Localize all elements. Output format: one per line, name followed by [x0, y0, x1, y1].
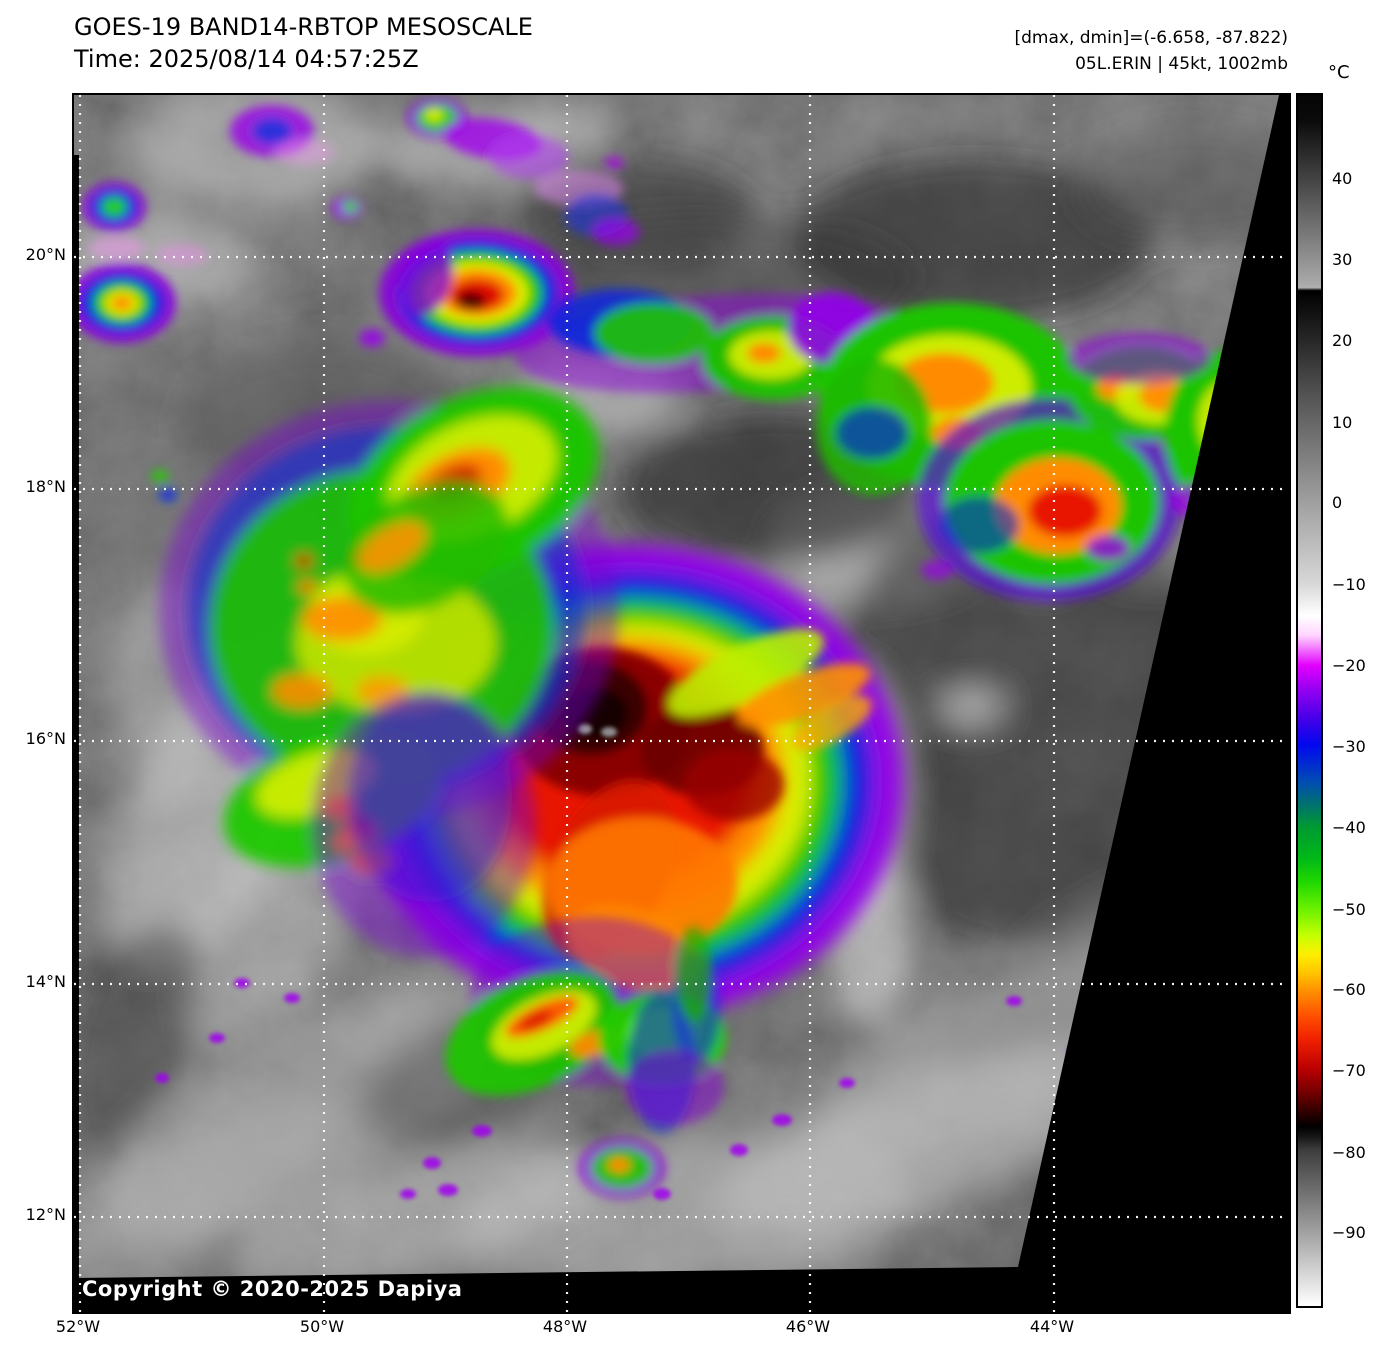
storm-annotation: 05L.ERIN | 45kt, 1002mb	[1075, 54, 1288, 74]
copyright-watermark: Copyright © 2020-2025 Dapiya	[82, 1277, 463, 1301]
colorbar-unit-label: °C	[1328, 62, 1350, 83]
colorbar-tick-label: −40	[1332, 818, 1366, 838]
lon-tick-label: 44°W	[1029, 1317, 1075, 1336]
left-edge-sliver	[74, 155, 79, 1278]
colorbar-tick-label: 30	[1332, 249, 1353, 269]
lon-tick-label: 50°W	[299, 1317, 345, 1336]
colorbar-tick-label: −80	[1332, 1143, 1366, 1162]
colorbar-tick-label: 10	[1332, 412, 1353, 432]
lon-tick-label: 48°W	[542, 1317, 588, 1336]
colorbar	[1296, 93, 1323, 1308]
colorbar-tick-label: −20	[1332, 656, 1366, 676]
dmax-dmin-annotation: [dmax, dmin]=(-6.658, -87.822)	[1014, 28, 1289, 48]
northwest-band	[159, 387, 619, 957]
northeast-band	[514, 289, 1289, 602]
colorbar-tick-label: −30	[1332, 736, 1366, 756]
lat-tick-label: 14°N	[25, 972, 66, 991]
colorbar-tick-label: 40	[1332, 169, 1353, 189]
page-title: GOES-19 BAND14-RBTOP MESOSCALE	[74, 13, 533, 41]
timestamp: Time: 2025/08/14 04:57:25Z	[74, 45, 419, 73]
lon-tick-label: 46°W	[785, 1317, 831, 1336]
northwest-cells	[74, 98, 640, 501]
colorbar-tick-label: 0	[1332, 493, 1343, 513]
lat-tick-label: 16°N	[25, 729, 66, 748]
colorbar-tick-label: −70	[1332, 1061, 1366, 1081]
southern-band	[445, 917, 726, 1198]
colorbar-tick-label: 20	[1332, 331, 1353, 351]
no-data-wedge	[74, 95, 1289, 1312]
lat-tick-label: 20°N	[25, 245, 66, 264]
satellite-map: Copyright © 2020-2025 Dapiya	[72, 93, 1291, 1314]
satellite-image	[74, 95, 1289, 1312]
warm-eye-pixels	[578, 724, 617, 737]
lat-tick-label: 12°N	[25, 1205, 66, 1224]
colorbar-tick-label: −60	[1332, 979, 1366, 999]
lon-tick-label: 52°W	[55, 1317, 101, 1336]
colorbar-tick-label: −90	[1332, 1223, 1366, 1243]
colorbar-tick-label: −10	[1332, 574, 1366, 594]
lat-tick-label: 18°N	[25, 477, 66, 496]
colorbar-tick-label: −50	[1332, 899, 1366, 919]
